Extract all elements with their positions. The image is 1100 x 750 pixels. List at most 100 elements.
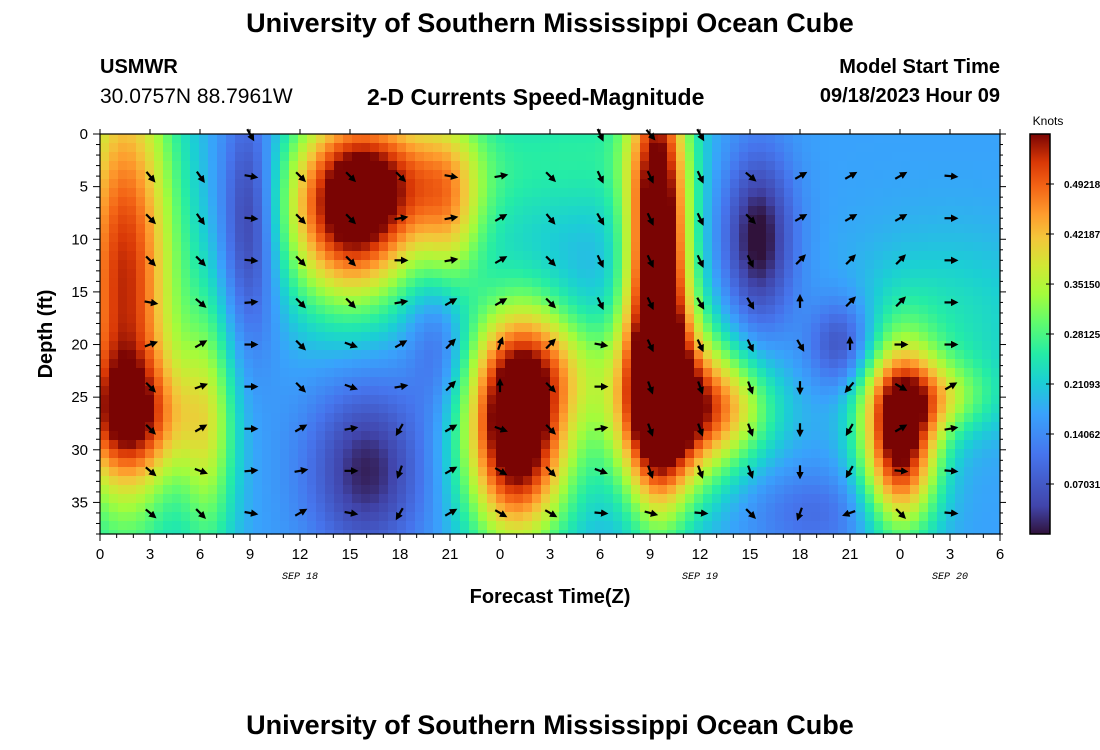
heatmap-cell bbox=[721, 476, 731, 486]
heatmap-cell bbox=[280, 134, 290, 144]
heatmap-cell bbox=[226, 152, 236, 162]
heatmap-cell bbox=[811, 458, 821, 468]
heatmap-cell bbox=[424, 134, 434, 144]
heatmap-cell bbox=[541, 179, 551, 189]
heatmap-cell bbox=[451, 242, 461, 252]
heatmap-cell bbox=[955, 260, 965, 270]
heatmap-cell bbox=[235, 161, 245, 171]
heatmap-cell bbox=[766, 161, 776, 171]
current-arrow bbox=[696, 339, 704, 353]
heatmap-cell bbox=[433, 296, 443, 306]
heatmap-cell bbox=[694, 152, 704, 162]
heatmap-cell bbox=[532, 386, 542, 396]
heatmap-cell bbox=[235, 377, 245, 387]
heatmap-cell bbox=[595, 206, 605, 216]
heatmap-cell bbox=[379, 269, 389, 279]
heatmap-cell bbox=[865, 359, 875, 369]
heatmap-cell bbox=[487, 314, 497, 324]
heatmap-cell bbox=[721, 449, 731, 459]
heatmap-cell bbox=[712, 206, 722, 216]
heatmap-cell bbox=[370, 467, 380, 477]
heatmap-cell bbox=[640, 494, 650, 504]
heatmap-cell bbox=[982, 314, 992, 324]
heatmap-cell bbox=[676, 413, 686, 423]
heatmap-cell bbox=[505, 467, 515, 477]
heatmap-cell bbox=[127, 143, 137, 153]
heatmap-cell bbox=[793, 332, 803, 342]
heatmap-cell bbox=[433, 179, 443, 189]
current-arrow bbox=[294, 466, 309, 475]
heatmap-cell bbox=[982, 404, 992, 414]
heatmap-cell bbox=[874, 188, 884, 198]
heatmap-cell bbox=[127, 251, 137, 261]
heatmap-cell bbox=[154, 431, 164, 441]
heatmap-cell bbox=[145, 188, 155, 198]
heatmap-cell bbox=[217, 251, 227, 261]
heatmap-cell bbox=[892, 377, 902, 387]
heatmap-cell bbox=[811, 359, 821, 369]
heatmap-cell bbox=[856, 404, 866, 414]
current-arrow bbox=[195, 255, 207, 267]
heatmap-cell bbox=[739, 449, 749, 459]
heatmap-cell bbox=[307, 269, 317, 279]
heatmap-cell bbox=[406, 395, 416, 405]
heatmap-cell bbox=[883, 458, 893, 468]
heatmap-cell bbox=[946, 269, 956, 279]
heatmap-cell bbox=[163, 242, 173, 252]
heatmap-cell bbox=[991, 287, 1001, 297]
heatmap-cell bbox=[460, 296, 470, 306]
heatmap-cell bbox=[316, 188, 326, 198]
heatmap-cell bbox=[991, 278, 1001, 288]
heatmap-cell bbox=[388, 170, 398, 180]
heatmap-cell bbox=[802, 143, 812, 153]
heatmap-cell bbox=[343, 332, 353, 342]
heatmap-cell bbox=[271, 413, 281, 423]
heatmap-cell bbox=[856, 332, 866, 342]
current-arrow bbox=[295, 339, 307, 351]
heatmap-cell bbox=[469, 143, 479, 153]
heatmap-cell bbox=[343, 269, 353, 279]
heatmap-cell bbox=[514, 143, 524, 153]
heatmap-cell bbox=[928, 377, 938, 387]
heatmap-cell bbox=[334, 287, 344, 297]
heatmap-cell bbox=[829, 512, 839, 522]
heatmap-cell bbox=[964, 224, 974, 234]
heatmap-cell bbox=[838, 332, 848, 342]
heatmap-cell bbox=[163, 161, 173, 171]
heatmap-cell bbox=[406, 368, 416, 378]
current-arrow bbox=[394, 214, 409, 222]
heatmap-cell bbox=[577, 386, 587, 396]
heatmap-cell bbox=[604, 242, 614, 252]
heatmap-cell bbox=[892, 143, 902, 153]
heatmap-cell bbox=[361, 242, 371, 252]
heatmap-cell bbox=[829, 530, 839, 535]
heatmap-cell bbox=[784, 224, 794, 234]
heatmap-cell bbox=[181, 197, 191, 207]
heatmap-cell bbox=[235, 197, 245, 207]
y-axis-label: Depth (ft) bbox=[35, 290, 57, 379]
heatmap-cell bbox=[982, 494, 992, 504]
heatmap-cell bbox=[874, 503, 884, 513]
heatmap-cell bbox=[262, 521, 272, 531]
heatmap-cell bbox=[991, 440, 1001, 450]
heatmap-cell bbox=[820, 287, 830, 297]
heatmap-cell bbox=[559, 359, 569, 369]
heatmap-cell bbox=[712, 359, 722, 369]
heatmap-cell bbox=[262, 467, 272, 477]
heatmap-cell bbox=[793, 503, 803, 513]
heatmap-cell bbox=[667, 440, 677, 450]
heatmap-cell bbox=[316, 431, 326, 441]
heatmap-cell bbox=[865, 296, 875, 306]
heatmap-cell bbox=[838, 449, 848, 459]
heatmap-cell bbox=[703, 305, 713, 315]
heatmap-cell bbox=[460, 323, 470, 333]
heatmap-cell bbox=[154, 242, 164, 252]
heatmap-cell bbox=[136, 323, 146, 333]
heatmap-cell bbox=[892, 179, 902, 189]
heatmap-cell bbox=[577, 269, 587, 279]
current-arrow bbox=[395, 171, 407, 183]
heatmap-cell bbox=[559, 224, 569, 234]
heatmap-cell bbox=[478, 134, 488, 144]
heatmap-cell bbox=[217, 449, 227, 459]
heatmap-cell bbox=[379, 134, 389, 144]
